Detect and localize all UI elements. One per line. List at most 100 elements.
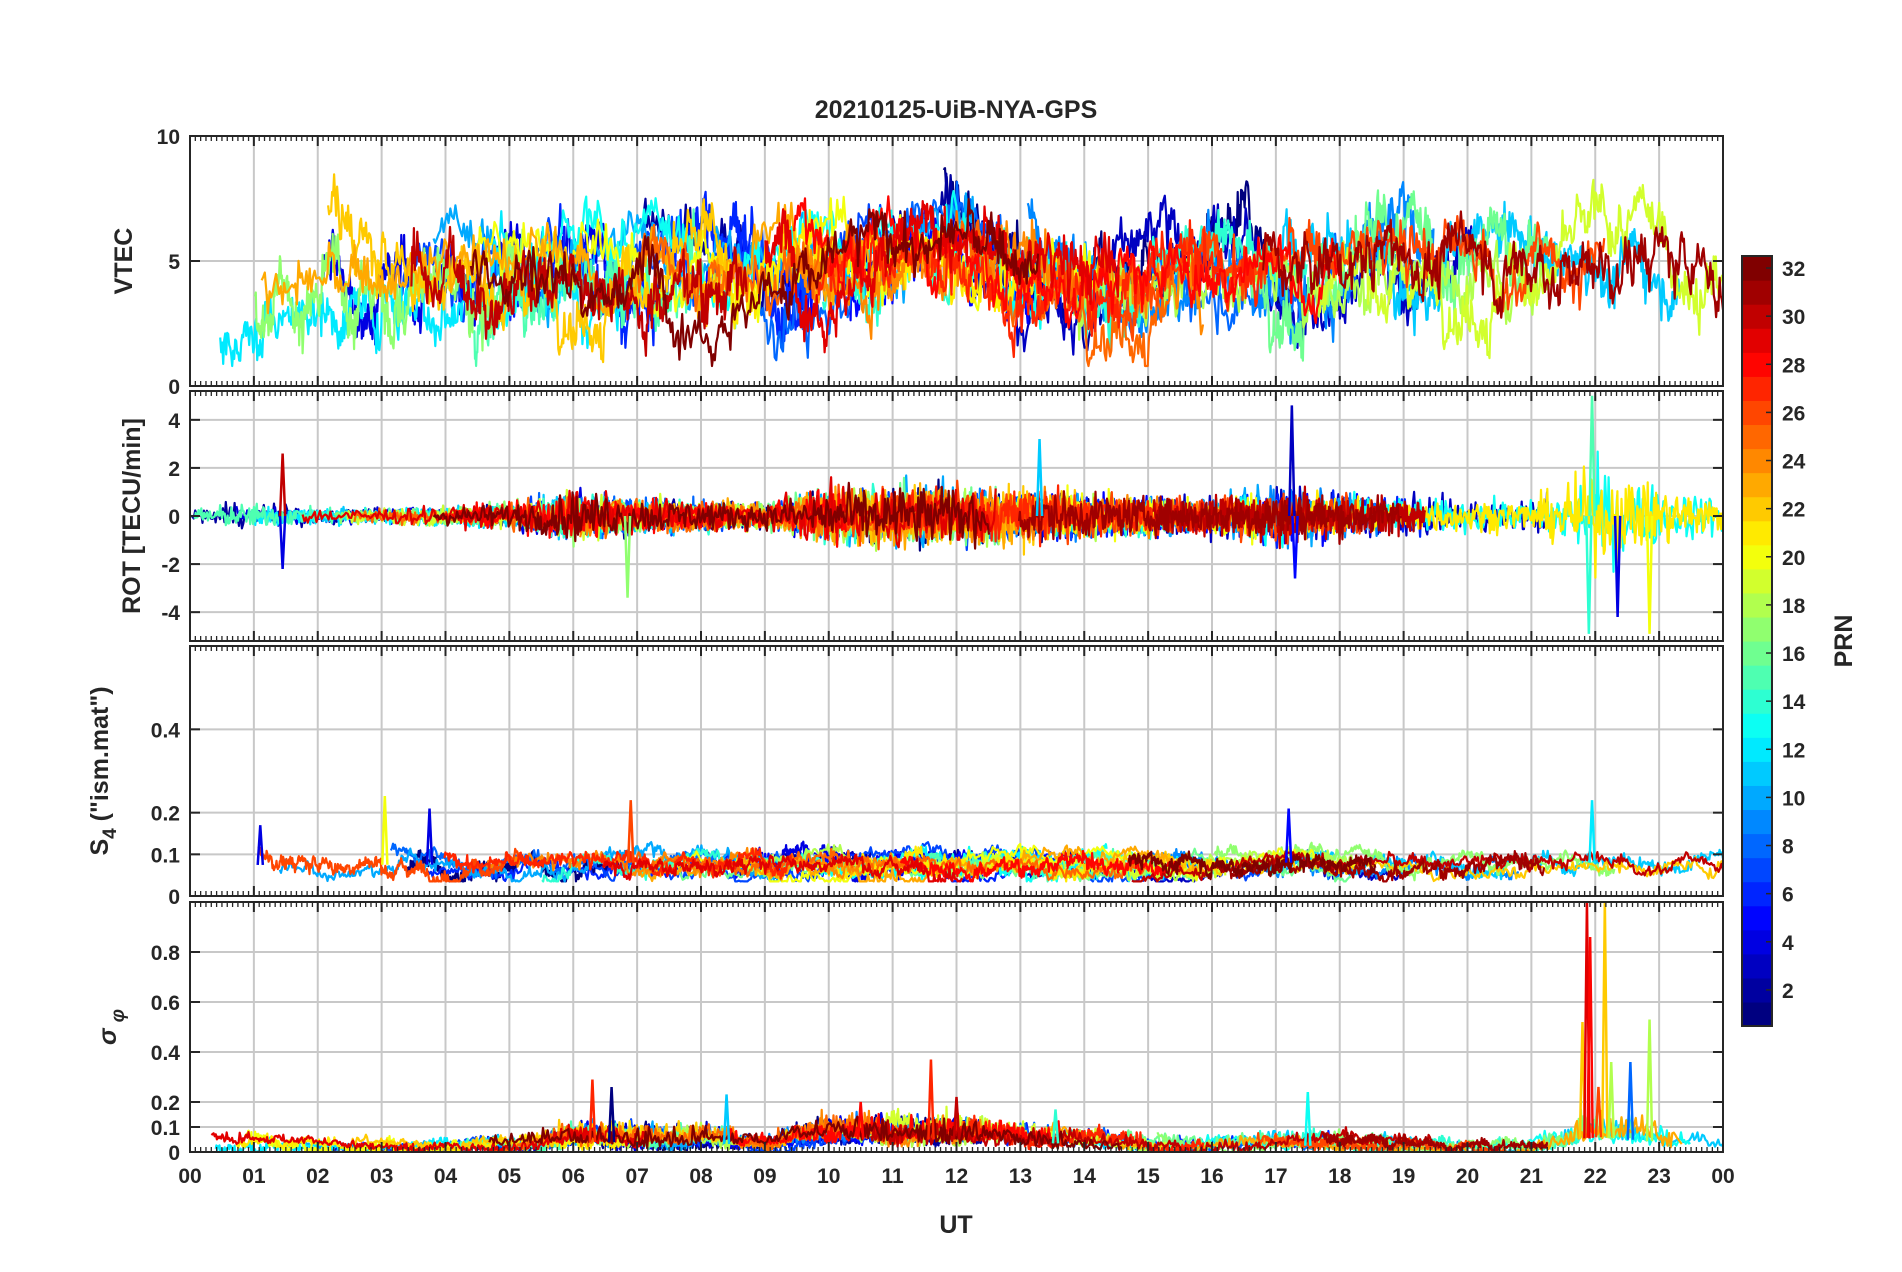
s4-ytick-label-2: 0.2 [151,803,180,826]
colorbar-swatch-27 [1742,376,1772,401]
vtec-ytick-label-1: 5 [168,251,180,274]
vtec-ytick-label-2: 10 [157,126,180,149]
vtec-trace-prn-31 [1262,210,1723,319]
ut-tick-label-19: 19 [1392,1165,1415,1188]
s4-trace-prn-26 [257,846,523,883]
sigma-phi-ticks: 00.10.2 0.4 0.6 0.8 [151,902,1724,1165]
ut-tick-label-11: 11 [882,1165,905,1188]
colorbar-tick-label-14: 30 [1782,306,1805,329]
vtec-panel: 0 5 10 VTEC [110,126,1724,399]
rot-ytick-label-2: 0 [168,506,180,529]
vtec-trace-prn-11 [1279,200,1682,337]
rot-ticks: -4 -2 0 2 4 [161,391,1724,641]
colorbar-tick-label-2: 6 [1782,884,1794,907]
colorbar-swatch-31 [1742,280,1772,305]
vtec-trace-prn-30 [410,225,748,357]
colorbar-swatch-21 [1742,520,1772,546]
rot-spike-4 [1291,515,1299,579]
ut-tick-label-5: 05 [498,1165,522,1188]
colorbar-tick-label-6: 14 [1782,691,1806,714]
rot-spike-0 [278,453,287,517]
vtec-ticks: 0 5 10 [157,126,1724,399]
colorbar-tick-label-11: 24 [1782,451,1806,474]
rot-trace-prn-21 [1303,465,1723,579]
rot-spike-6 [1585,515,1593,634]
colorbar-swatches [1742,256,1772,1027]
rot-spike-5 [1588,395,1596,517]
vtec-ylabel: VTEC [110,228,138,295]
s4-ytick-label-0: 0 [168,886,180,909]
s4-panel: 0 0.1 0.2 0.4 S4 ("ism.mat") [86,645,1724,909]
rot-spike-7 [1613,515,1622,617]
rot-ytick-label-3: 2 [168,458,180,481]
rot-ytick-label-0: -4 [161,602,180,625]
vtec-trace-prn-29 [764,200,1120,354]
rot-spike-1 [278,515,287,569]
colorbar-swatch-29 [1742,328,1772,353]
s4-spike-0 [381,795,389,865]
sigma-phi-spike-15 [1594,1086,1603,1138]
colorbar-tick-label-8: 18 [1782,595,1806,618]
ut-tick-label-2: 02 [306,1165,329,1188]
ut-tick-label-4: 04 [434,1165,458,1188]
ut-tick-labels: 00 01 02 03 04 05 06 07 08 09 10 11 12 13 14 15 16 17 18 19… [178,1165,1734,1188]
s4-spike-1 [425,808,434,865]
sigma-phi-spike-7 [1304,1091,1312,1146]
s4-ylabel: S4 ("ism.mat") [86,686,121,855]
sigma-phi-spike-0 [588,1079,597,1143]
colorbar-tick-label-0: 2 [1782,980,1794,1003]
colorbar-tick-label-1: 4 [1782,932,1794,955]
sigma-phi-ytick-label-2: 0.2 [151,1092,180,1115]
colorbar-tick-label-12: 26 [1782,402,1805,425]
ut-tick-label-17: 17 [1264,1165,1287,1188]
vtec-trace-prn-23 [260,201,905,328]
sigma-phi-spike-6 [1051,1109,1060,1144]
ut-tick-label-18: 18 [1328,1165,1352,1188]
sigma-phi-spike-1 [607,1086,616,1143]
colorbar-swatch-17 [1742,616,1772,642]
ut-tick-label-9: 09 [753,1165,776,1188]
s4-ylabel-rest: ("ism.mat") [86,686,114,828]
rot-trace-prn-31 [1017,490,1402,546]
rot-traces [190,395,1723,634]
ut-tick-label-0: 00 [178,1165,201,1188]
vtec-ytick-label-0: 0 [168,376,180,399]
rot-ytick-label-1: -2 [161,554,180,577]
ut-tick-label-12: 12 [945,1165,968,1188]
colorbar-label: PRN [1830,615,1858,668]
rot-trace-prn-32 [432,481,991,550]
sigma-phi-spike-4 [927,1059,935,1140]
ut-tick-label-21: 21 [1520,1165,1544,1188]
colorbar-frame [1741,255,1773,1027]
ut-tick-label-23: 23 [1647,1165,1670,1188]
colorbar-swatch-23 [1742,472,1772,498]
colorbar-swatch-1 [1742,1001,1772,1027]
colorbar-swatch-15 [1742,665,1772,690]
s4-spike-5 [256,825,265,866]
ut-tick-label-1: 01 [242,1165,266,1188]
vtec-traces [219,167,1723,368]
sigma-phi-spike-2 [722,1094,731,1145]
colorbar-tick-label-15: 32 [1782,258,1805,281]
sigma-phi-spike-12 [1607,1061,1616,1139]
vtec-trace-prn-18 [1073,239,1553,341]
s4-trace-prn-28 [899,849,1182,883]
rot-spike-8 [1645,515,1654,634]
ut-tick-label-13: 13 [1009,1165,1032,1188]
ut-tick-label-14: 14 [1073,1165,1097,1188]
ut-tick-label-15: 15 [1136,1165,1160,1188]
sigma-phi-ylabel-sub: φ [108,1009,129,1022]
colorbar-tick-label-5: 12 [1782,739,1805,762]
x-axis-label: UT [939,1211,972,1239]
sigma-phi-traces [210,902,1723,1152]
sigma-phi-ytick-label-5: 0.8 [151,942,181,965]
s4-ytick-label-1: 0.1 [151,844,181,867]
s4-traces [256,795,1723,883]
colorbar-swatch-11 [1742,761,1772,786]
rot-ytick-label-4: 4 [168,410,180,433]
ut-tick-label-7: 07 [625,1165,648,1188]
colorbar-swatch-19 [1742,568,1772,594]
